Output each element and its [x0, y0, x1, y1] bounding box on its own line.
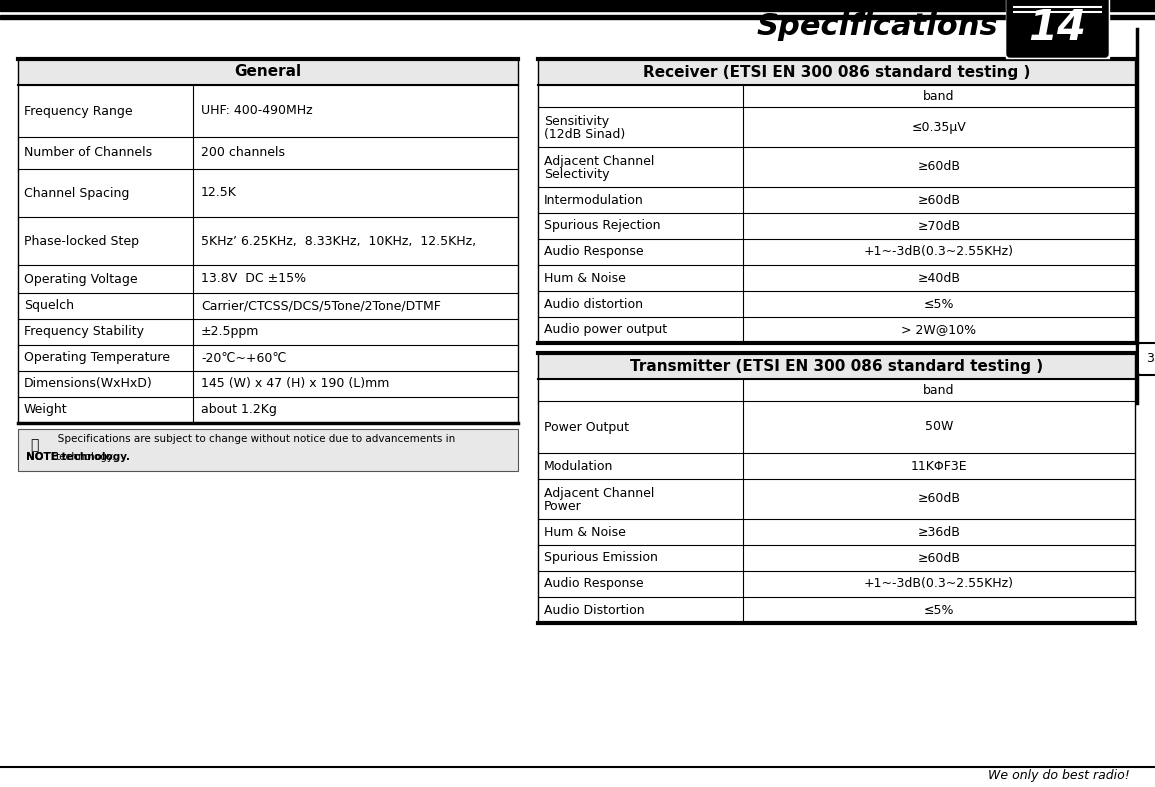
- Text: 14: 14: [1028, 8, 1087, 50]
- Text: Adjacent Channel: Adjacent Channel: [544, 486, 655, 500]
- Bar: [538, 353, 1135, 379]
- Text: 50W: 50W: [925, 420, 953, 434]
- Text: Hum & Noise: Hum & Noise: [544, 272, 626, 284]
- Bar: [18, 59, 517, 85]
- Bar: [18, 429, 517, 471]
- Text: band: band: [923, 383, 955, 397]
- Text: 5KHz’ 6.25KHz,  8.33KHz,  10KHz,  12.5KHz,: 5KHz’ 6.25KHz, 8.33KHz, 10KHz, 12.5KHz,: [201, 235, 476, 247]
- Text: Sensitivity: Sensitivity: [544, 114, 609, 127]
- Text: Operating Temperature: Operating Temperature: [24, 352, 170, 364]
- Text: ≥60dB: ≥60dB: [917, 493, 961, 505]
- Text: > 2W@10%: > 2W@10%: [901, 323, 977, 337]
- Text: NOTE technology.: NOTE technology.: [27, 452, 131, 462]
- Text: technology.: technology.: [55, 452, 116, 462]
- Text: 13.8V  DC ±15%: 13.8V DC ±15%: [201, 272, 306, 286]
- Text: +1~-3dB(0.3~2.55KHz): +1~-3dB(0.3~2.55KHz): [864, 578, 1014, 590]
- Text: Audio Response: Audio Response: [544, 246, 643, 258]
- FancyBboxPatch shape: [1138, 343, 1155, 375]
- Text: Transmitter (ETSI EN 300 086 standard testing ): Transmitter (ETSI EN 300 086 standard te…: [629, 359, 1043, 374]
- Text: ≥36dB: ≥36dB: [917, 526, 961, 538]
- Text: Spurious Rejection: Spurious Rejection: [544, 220, 661, 232]
- Text: Specifications are subject to change without notice due to advancements in: Specifications are subject to change wit…: [49, 434, 455, 444]
- Text: 11KΦF3E: 11KΦF3E: [910, 460, 968, 472]
- Text: 35: 35: [1146, 353, 1155, 365]
- Text: ≥70dB: ≥70dB: [917, 220, 961, 232]
- Text: UHF: 400-490MHz: UHF: 400-490MHz: [201, 105, 313, 117]
- Bar: [1006, 0, 1109, 58]
- Bar: [0, 15, 1155, 19]
- Text: ≥60dB: ≥60dB: [917, 552, 961, 564]
- Text: Dimensions(WxHxD): Dimensions(WxHxD): [24, 378, 152, 390]
- Text: Adjacent Channel: Adjacent Channel: [544, 154, 655, 168]
- Text: 🔈: 🔈: [30, 438, 38, 452]
- Text: Frequency Range: Frequency Range: [24, 105, 133, 117]
- Text: Audio Distortion: Audio Distortion: [544, 604, 644, 616]
- Text: Phase-locked Step: Phase-locked Step: [24, 235, 139, 247]
- Text: +1~-3dB(0.3~2.55KHz): +1~-3dB(0.3~2.55KHz): [864, 246, 1014, 258]
- Text: Audio distortion: Audio distortion: [544, 297, 643, 311]
- Text: ≥60dB: ≥60dB: [917, 161, 961, 173]
- Text: NOTE: NOTE: [27, 452, 58, 462]
- Text: Specifications: Specifications: [757, 12, 998, 41]
- Text: Operating Voltage: Operating Voltage: [24, 272, 137, 286]
- Text: Frequency Stability: Frequency Stability: [24, 326, 144, 338]
- Text: Number of Channels: Number of Channels: [24, 146, 152, 160]
- Text: ≤5%: ≤5%: [924, 604, 954, 616]
- Text: Hum & Noise: Hum & Noise: [544, 526, 626, 538]
- Text: Squelch: Squelch: [24, 300, 74, 312]
- Text: ≥40dB: ≥40dB: [917, 272, 961, 284]
- Text: Audio Response: Audio Response: [544, 578, 643, 590]
- Text: -20℃~+60℃: -20℃~+60℃: [201, 352, 286, 364]
- Text: Receiver (ETSI EN 300 086 standard testing ): Receiver (ETSI EN 300 086 standard testi…: [643, 65, 1030, 79]
- Text: Spurious Emission: Spurious Emission: [544, 552, 658, 564]
- Text: Audio power output: Audio power output: [544, 323, 668, 337]
- Bar: [538, 59, 1135, 85]
- Text: Channel Spacing: Channel Spacing: [24, 187, 129, 199]
- Text: (12dB Sinad): (12dB Sinad): [544, 127, 625, 141]
- Text: ±2.5ppm: ±2.5ppm: [201, 326, 260, 338]
- Text: General: General: [234, 65, 301, 79]
- Text: Power Output: Power Output: [544, 420, 629, 434]
- FancyBboxPatch shape: [1007, 0, 1108, 57]
- Text: Weight: Weight: [24, 404, 68, 416]
- Text: 12.5K: 12.5K: [201, 187, 237, 199]
- Text: 145 (W) x 47 (H) x 190 (L)mm: 145 (W) x 47 (H) x 190 (L)mm: [201, 378, 389, 390]
- Text: ≤5%: ≤5%: [924, 297, 954, 311]
- Text: Carrier/CTCSS/DCS/5Tone/2Tone/DTMF: Carrier/CTCSS/DCS/5Tone/2Tone/DTMF: [201, 300, 441, 312]
- Text: band: band: [923, 90, 955, 102]
- Text: Modulation: Modulation: [544, 460, 613, 472]
- Text: ≤0.35μV: ≤0.35μV: [911, 120, 967, 134]
- Text: about 1.2Kg: about 1.2Kg: [201, 404, 277, 416]
- Bar: [0, 0, 1155, 11]
- Text: 200 channels: 200 channels: [201, 146, 285, 160]
- Text: We only do best radio!: We only do best radio!: [989, 770, 1130, 782]
- Text: ≥60dB: ≥60dB: [917, 194, 961, 206]
- Text: Intermodulation: Intermodulation: [544, 194, 643, 206]
- Text: Selectivity: Selectivity: [544, 168, 610, 181]
- Text: Power: Power: [544, 500, 582, 512]
